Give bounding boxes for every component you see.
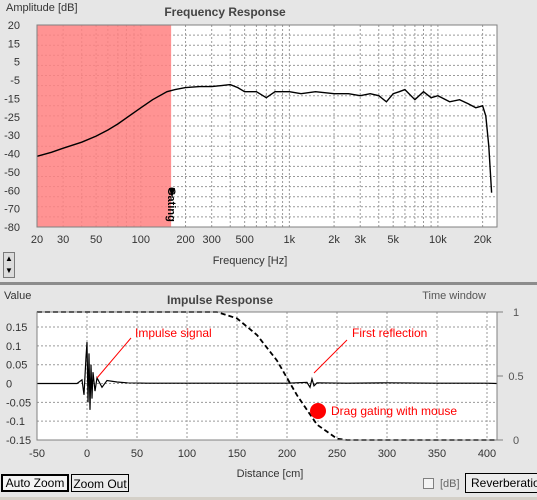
window-axis-tick-label: 1 [513,307,519,319]
impulse-grid [36,312,497,441]
frequency-response-chart[interactable]: 20 30 50 100 200 300 500 1k 2k 3k 5k 10k 20k 20 15 5 -5 -… [0,0,537,282]
impulse-x-tick-label: 350 [428,448,446,460]
auto-zoom-button[interactable]: Auto Zoom [1,474,69,492]
frequency-chart-title: Frequency Response [164,5,286,19]
db-checkbox-label: [dB] [440,478,460,490]
window-axis-tick-label: 0.5 [508,371,523,383]
impulse-x-tick-label: -50 [29,448,45,460]
impulse-y-tick-label: -0.15 [6,435,31,447]
frequency-x-tick-label: 300 [203,234,221,246]
frequency-x-tick-label: 20 [31,234,43,246]
frequency-plot-frame [36,24,498,228]
drag-handle-icon[interactable] [310,403,326,419]
frequency-y-tick-label: -40 [4,149,20,161]
gating-region[interactable] [37,25,172,227]
frequency-y-tick-label: 15 [8,38,20,50]
frequency-x-tick-label: 10k [429,234,447,246]
impulse-x-tick-label: 400 [478,448,496,460]
frequency-y-tick-label: -80 [4,222,20,234]
frequency-response-pane: 20 30 50 100 200 300 500 1k 2k 3k 5k 10k 20k 20 15 5 -5 -… [0,0,537,282]
frequency-x-tick-label: 200 [176,234,194,246]
frequency-x-tick-label: 500 [235,234,253,246]
frequency-response-line [36,83,493,193]
impulse-y-axis-label: Value [4,290,31,302]
impulse-response-chart[interactable]: -50 0 50 100 150 200 250 300 350 400 0.15 0.1 0.05 0 -… [0,285,537,497]
impulse-plot-area [37,312,497,440]
frequency-x-tick-label: 1k [284,234,296,246]
frequency-y-tick-label: -70 [4,204,20,216]
time-window-label: Time window [422,290,486,302]
impulse-plot-frame [36,311,498,441]
frequency-y-tick-label: -25 [4,112,20,124]
reverberation-tab[interactable]: Reverberation [465,473,537,493]
impulse-x-tick-label: 150 [228,448,246,460]
frequency-y-tick-label: -5 [10,75,20,87]
impulse-x-tick-label: 50 [131,448,143,460]
impulse-annotation-pointer [96,337,132,379]
reflection-annotation-pointer [313,339,348,374]
gating-handle-icon [169,188,175,198]
impulse-y-tick-label: 0.1 [6,341,21,353]
impulse-chart-title: Impulse Response [167,293,273,307]
impulse-x-tick-label: 100 [178,448,196,460]
frequency-y-axis-label: Amplitude [dB] [6,2,78,14]
impulse-x-tick-label: 300 [378,448,396,460]
frequency-x-tick-label: 20k [474,234,492,246]
frequency-x-tick-label: 2k [328,234,340,246]
impulse-x-tick-label: 250 [328,448,346,460]
frequency-x-axis-label: Frequency [Hz] [213,255,288,267]
scroll-up-icon[interactable]: ▲ [5,254,13,263]
frequency-y-tick-label: 20 [8,20,20,32]
impulse-y-tick-label: 0.15 [6,322,27,334]
impulse-response-pane: -50 0 50 100 150 200 250 300 350 400 0.15 0.1 0.05 0 -… [0,285,537,497]
drag-annotation: Drag gating with mouse [331,404,457,418]
zoom-scroll-arrows[interactable]: ▲ ▼ [3,252,15,278]
frequency-x-tick-label: 30 [57,234,69,246]
zoom-out-button[interactable]: Zoom Out [71,474,129,492]
db-checkbox[interactable] [423,478,434,489]
impulse-x-tick-label: 200 [278,448,296,460]
frequency-x-tick-label: 100 [132,234,150,246]
window-axis-tick-label: 0 [513,435,519,447]
impulse-response-line [37,342,498,410]
frequency-x-tick-label: 5k [387,234,399,246]
impulse-annotation: Impulse signal [135,326,212,340]
pane-splitter[interactable] [0,282,537,285]
impulse-x-tick-label: 0 [84,448,90,460]
impulse-y-tick-label: -0.05 [6,397,31,409]
impulse-y-tick-label: 0.05 [6,360,27,372]
reflection-annotation: First reflection [352,326,427,340]
gating-label: Gating [165,187,177,222]
impulse-y-tick-label: 0 [6,379,12,391]
frequency-y-tick-label: -30 [4,130,20,142]
frequency-x-tick-label: 3k [354,234,366,246]
frequency-x-tick-label: 50 [90,234,102,246]
scroll-down-icon[interactable]: ▼ [5,266,13,275]
frequency-y-tick-label: -50 [4,167,20,179]
frequency-y-tick-label: -15 [4,93,20,105]
impulse-x-axis-label: Distance [cm] [237,468,304,480]
frequency-y-tick-label: -60 [4,185,20,197]
frequency-y-tick-label: 5 [14,57,20,69]
impulse-y-tick-label: -0.1 [6,416,25,428]
